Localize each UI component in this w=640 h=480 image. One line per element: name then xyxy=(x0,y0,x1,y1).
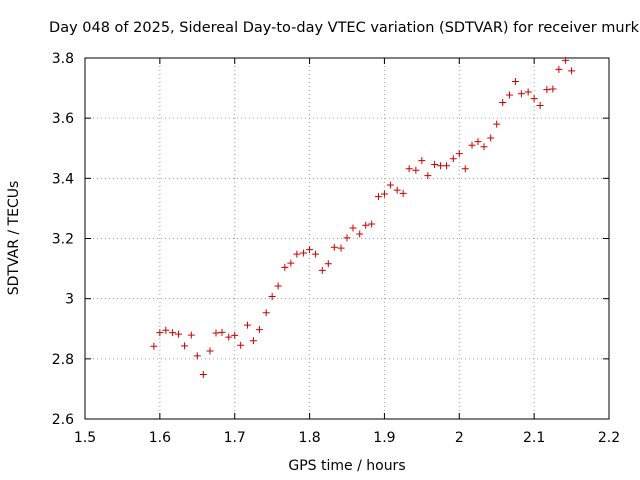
chart-title: Day 048 of 2025, Sidereal Day-to-day VTE… xyxy=(49,20,640,36)
x-tick-label: 2 xyxy=(455,430,464,446)
y-tick-label: 2.6 xyxy=(52,412,74,428)
data-point xyxy=(443,162,451,170)
x-tick-label: 1.9 xyxy=(373,430,395,446)
y-axis: 2.6 2.8 3 3.2 3.4 3.6 3.8 xyxy=(52,51,609,428)
data-point xyxy=(511,77,519,85)
x-axis-label: GPS time / hours xyxy=(288,458,405,474)
x-tick-label: 2.2 xyxy=(598,430,620,446)
data-point xyxy=(193,352,201,360)
data-point xyxy=(181,342,189,350)
data-point xyxy=(487,134,495,142)
data-point xyxy=(156,329,164,337)
x-axis: 1.5 1.6 1.7 1.8 1.9 2 2.1 2.2 xyxy=(74,58,620,446)
data-point xyxy=(493,120,501,128)
data-point xyxy=(517,90,525,98)
data-point xyxy=(380,190,388,198)
y-tick-label: 3.4 xyxy=(52,171,74,187)
data-point xyxy=(225,333,233,341)
data-point xyxy=(312,250,320,258)
data-point xyxy=(337,244,345,252)
data-point xyxy=(187,331,195,339)
data-point xyxy=(249,337,257,345)
data-point xyxy=(324,260,332,268)
data-point xyxy=(237,341,245,349)
data-point xyxy=(368,220,376,228)
data-point xyxy=(468,141,476,149)
data-point xyxy=(405,165,413,173)
y-tick-label: 3.2 xyxy=(52,232,74,248)
data-point xyxy=(306,246,314,254)
data-point xyxy=(437,162,445,170)
data-point xyxy=(393,186,401,194)
y-tick-label: 3.6 xyxy=(52,111,74,127)
data-point xyxy=(499,99,507,107)
data-point xyxy=(386,181,394,189)
data-point xyxy=(274,282,282,290)
grid xyxy=(85,58,609,419)
data-point xyxy=(175,330,183,338)
data-point xyxy=(543,86,551,94)
data-point xyxy=(418,157,426,165)
data-point xyxy=(150,342,158,350)
data-point xyxy=(399,189,407,197)
data-point xyxy=(218,328,226,336)
data-point xyxy=(330,243,338,251)
data-point xyxy=(268,293,276,301)
data-point xyxy=(524,88,532,96)
data-point xyxy=(169,329,177,337)
data-point xyxy=(343,234,351,242)
data-point xyxy=(374,193,382,201)
data-point xyxy=(424,172,432,180)
data-point xyxy=(505,91,513,99)
data-point xyxy=(474,138,482,146)
data-point xyxy=(318,266,326,274)
data-point xyxy=(231,331,239,339)
data-point xyxy=(293,250,301,258)
y-tick-label: 3.8 xyxy=(52,51,74,67)
data-point xyxy=(555,65,563,73)
x-tick-label: 1.5 xyxy=(74,430,96,446)
data-point xyxy=(461,165,469,173)
data-point xyxy=(549,85,557,93)
data-point xyxy=(287,259,295,267)
x-tick-label: 1.8 xyxy=(298,430,320,446)
data-point xyxy=(568,67,576,75)
data-point xyxy=(480,143,488,151)
data-point xyxy=(206,347,214,355)
data-point xyxy=(562,56,570,64)
data-point xyxy=(412,166,420,174)
data-point xyxy=(212,329,220,337)
data-series xyxy=(150,56,576,378)
x-tick-label: 2.1 xyxy=(523,430,545,446)
data-point xyxy=(530,95,538,103)
x-tick-label: 1.7 xyxy=(224,430,246,446)
data-point xyxy=(300,249,308,257)
data-point xyxy=(199,370,207,378)
data-point xyxy=(356,230,364,238)
data-point xyxy=(455,150,463,158)
data-point xyxy=(449,155,457,163)
data-point xyxy=(281,263,289,271)
data-point xyxy=(362,221,370,229)
data-point xyxy=(262,309,270,317)
data-point xyxy=(243,321,251,329)
data-point xyxy=(536,102,544,110)
data-point xyxy=(162,326,170,334)
data-point xyxy=(431,160,439,168)
y-tick-label: 3 xyxy=(65,292,74,308)
y-tick-label: 2.8 xyxy=(52,352,74,368)
x-tick-label: 1.6 xyxy=(149,430,171,446)
data-point xyxy=(349,224,357,232)
data-point xyxy=(255,326,263,334)
y-axis-label: SDTVAR / TECUs xyxy=(6,181,22,296)
